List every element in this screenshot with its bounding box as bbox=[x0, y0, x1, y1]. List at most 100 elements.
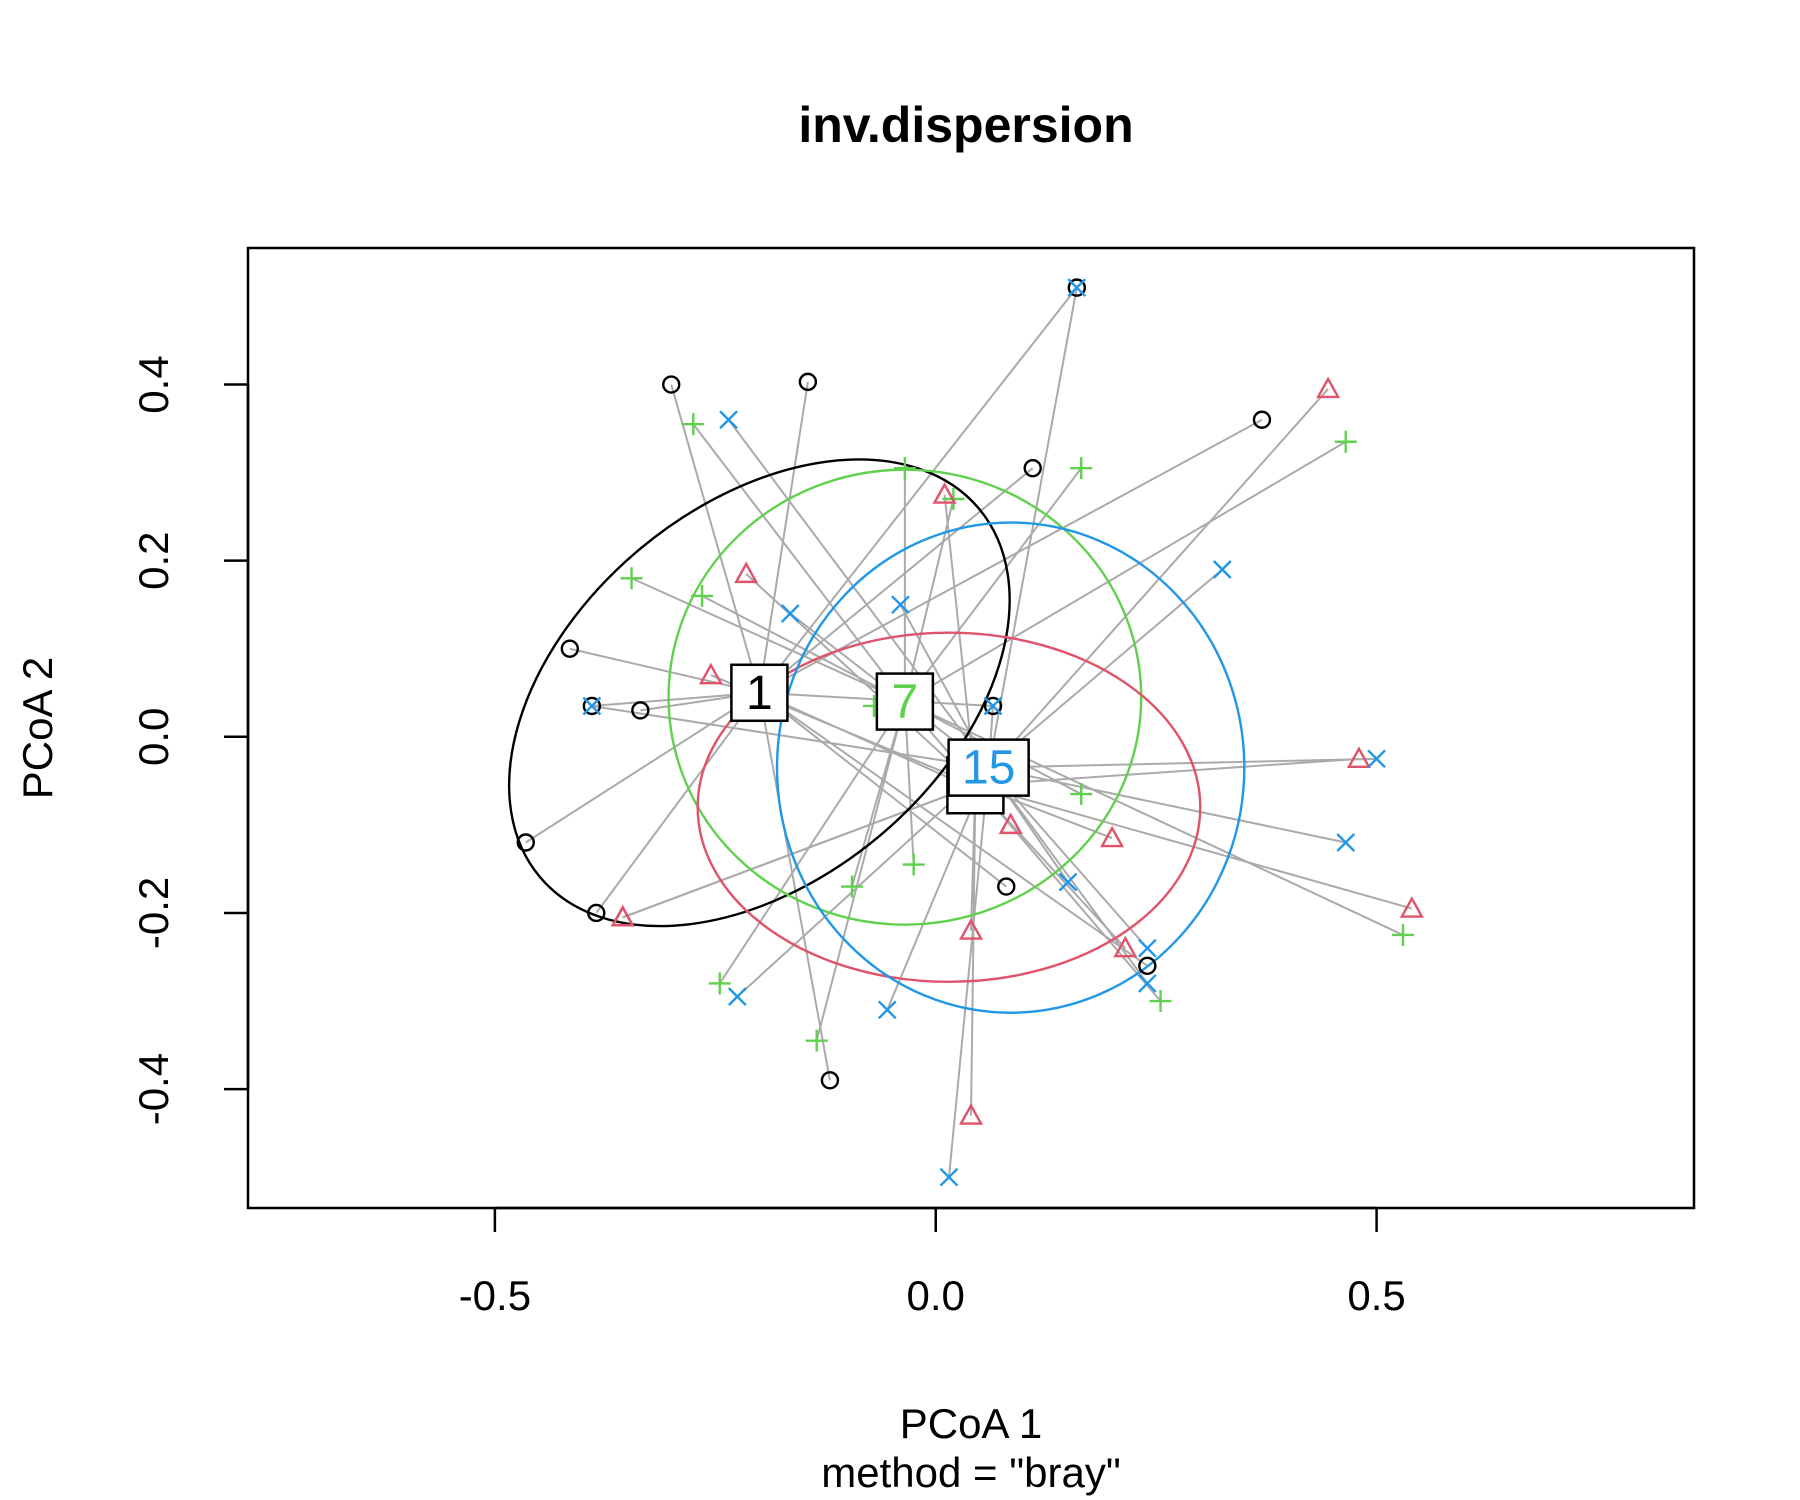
spider-line bbox=[758, 692, 831, 1081]
data-point-cross bbox=[983, 696, 1003, 716]
y-tick-label: 0.0 bbox=[130, 708, 177, 766]
data-point-plus bbox=[840, 875, 863, 898]
data-point-plus bbox=[1334, 430, 1357, 453]
spider-line bbox=[758, 381, 809, 693]
dispersion-ellipse bbox=[507, 458, 1011, 928]
plot-content: 1 715 bbox=[507, 278, 1424, 1187]
data-point-cross bbox=[1058, 872, 1078, 892]
spider-line bbox=[758, 418, 1263, 694]
data-point-triangle bbox=[1399, 896, 1424, 918]
spider-line bbox=[718, 701, 906, 984]
data-point-triangle bbox=[998, 812, 1023, 835]
spider-line bbox=[988, 757, 1377, 769]
dispersion-ellipses bbox=[507, 458, 1246, 1014]
data-point-triangle bbox=[958, 918, 984, 940]
data-point-plus bbox=[1392, 923, 1415, 946]
spider-line bbox=[692, 423, 906, 703]
data-point-plus bbox=[893, 457, 916, 480]
spider-line bbox=[987, 766, 1149, 949]
data-point-circle bbox=[631, 701, 650, 720]
data-point-cross bbox=[877, 1000, 897, 1020]
spider-line bbox=[591, 704, 989, 769]
data-point-circle bbox=[1023, 458, 1042, 478]
data-point-cross bbox=[1212, 560, 1232, 579]
data-point-cross bbox=[1067, 278, 1087, 297]
spider-line bbox=[595, 692, 761, 914]
data-point-circle bbox=[1067, 278, 1087, 297]
data-point-plus bbox=[708, 972, 731, 995]
data-point-cross bbox=[939, 1167, 959, 1187]
spider-line bbox=[525, 691, 760, 844]
spider-line bbox=[701, 595, 906, 703]
data-point-circle bbox=[662, 375, 681, 394]
x-tick-label: 0.0 bbox=[907, 1272, 965, 1319]
spider-line bbox=[758, 287, 1078, 694]
spider-line bbox=[904, 467, 1083, 703]
y-tick-label: -0.2 bbox=[130, 877, 177, 949]
data-point-circle bbox=[516, 833, 535, 852]
data-point-circle bbox=[983, 696, 1003, 716]
data-point-triangle bbox=[932, 482, 957, 504]
x-axis: -0.5 0.0 0.5 bbox=[459, 1206, 1406, 1319]
data-point-cross bbox=[780, 604, 800, 623]
sample-points bbox=[516, 278, 1424, 1187]
spider-line bbox=[988, 766, 1346, 844]
data-point-circle bbox=[1138, 956, 1157, 975]
data-point-cross bbox=[1336, 833, 1356, 852]
spider-line bbox=[569, 647, 760, 694]
data-point-cross bbox=[582, 696, 602, 716]
data-point-plus bbox=[1149, 990, 1172, 1013]
data-point-plus bbox=[691, 584, 714, 607]
x-axis-title: PCoA 1 bbox=[900, 1400, 1042, 1447]
data-point-cross bbox=[727, 987, 747, 1006]
group-label-text: 15 bbox=[962, 742, 1015, 795]
data-point-triangle bbox=[1113, 935, 1138, 958]
data-point-plus bbox=[1070, 457, 1093, 480]
spider-line bbox=[904, 440, 1347, 703]
data-point-circle bbox=[997, 877, 1016, 896]
data-point-triangle bbox=[1316, 376, 1341, 399]
data-point-cross bbox=[719, 410, 738, 430]
spider-line bbox=[987, 287, 1078, 768]
spider-line bbox=[943, 494, 977, 786]
spider-line bbox=[727, 419, 990, 769]
y-tick-label: 0.2 bbox=[130, 531, 177, 589]
data-point-triangle bbox=[698, 662, 723, 685]
data-point-cross bbox=[1137, 974, 1157, 993]
group-label-box bbox=[875, 672, 935, 731]
group-label-text: 7 bbox=[892, 676, 919, 729]
data-point-circle bbox=[587, 903, 606, 923]
data-point-plus bbox=[620, 567, 643, 590]
data-point-triangle bbox=[610, 904, 635, 927]
data-point-plus bbox=[682, 413, 705, 436]
data-point-triangle bbox=[1346, 746, 1371, 769]
dispersion-ellipse bbox=[775, 521, 1246, 1014]
x-axis-subtitle: method = "bray" bbox=[821, 1449, 1120, 1496]
y-axis-title: PCoA 2 bbox=[14, 657, 61, 799]
data-point-triangle bbox=[734, 561, 759, 584]
spider-line bbox=[631, 577, 906, 703]
spider-line bbox=[974, 388, 1329, 786]
y-tick-label: -0.4 bbox=[130, 1053, 177, 1125]
data-point-triangle bbox=[958, 1103, 984, 1125]
spider-line bbox=[970, 785, 977, 1116]
data-point-cross bbox=[891, 595, 910, 615]
spider-line bbox=[758, 691, 1148, 967]
data-point-triangle bbox=[1100, 825, 1125, 848]
spider-line bbox=[758, 467, 1034, 694]
data-point-cross bbox=[1367, 749, 1386, 769]
spider-line bbox=[622, 784, 976, 919]
data-point-plus bbox=[1070, 783, 1093, 806]
y-tick-label: 0.4 bbox=[130, 355, 177, 413]
spider-line bbox=[975, 757, 1360, 787]
group-label-box bbox=[947, 738, 1030, 797]
spider-line bbox=[815, 701, 906, 1041]
y-axis: -0.4 -0.2 0.0 0.2 0.4 bbox=[130, 355, 250, 1125]
dispersion-ellipse bbox=[696, 631, 1202, 984]
data-point-circle bbox=[582, 696, 602, 716]
data-point-circle bbox=[1252, 410, 1272, 429]
group-label-text: 1 bbox=[746, 667, 773, 720]
data-point-plus bbox=[805, 1029, 828, 1052]
data-point-circle bbox=[798, 372, 818, 392]
